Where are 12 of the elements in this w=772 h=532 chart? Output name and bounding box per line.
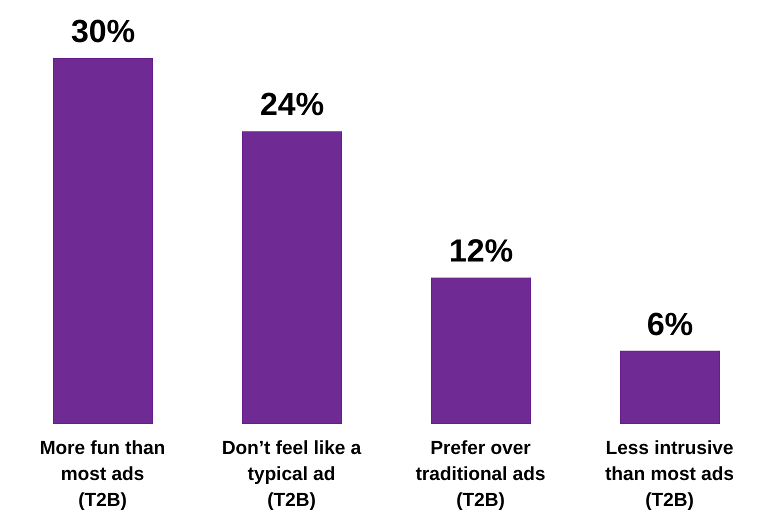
x-tick-label: More fun than most ads (T2B) [40,438,166,511]
bar [431,278,531,424]
data-label: 12% [448,232,514,269]
data-label: 6% [646,306,694,342]
bar [620,350,720,424]
bar [53,58,153,424]
data-label: 24% [260,86,324,122]
bar [242,131,342,424]
x-tick-label: Prefer over traditional ads (T2B) [416,438,546,511]
data-label: 30% [70,13,136,49]
x-tick-label: Don’t feel like a typical ad (T2B) [222,438,362,511]
x-tick-label: Less intrusive than most ads (T2B) [605,438,734,511]
